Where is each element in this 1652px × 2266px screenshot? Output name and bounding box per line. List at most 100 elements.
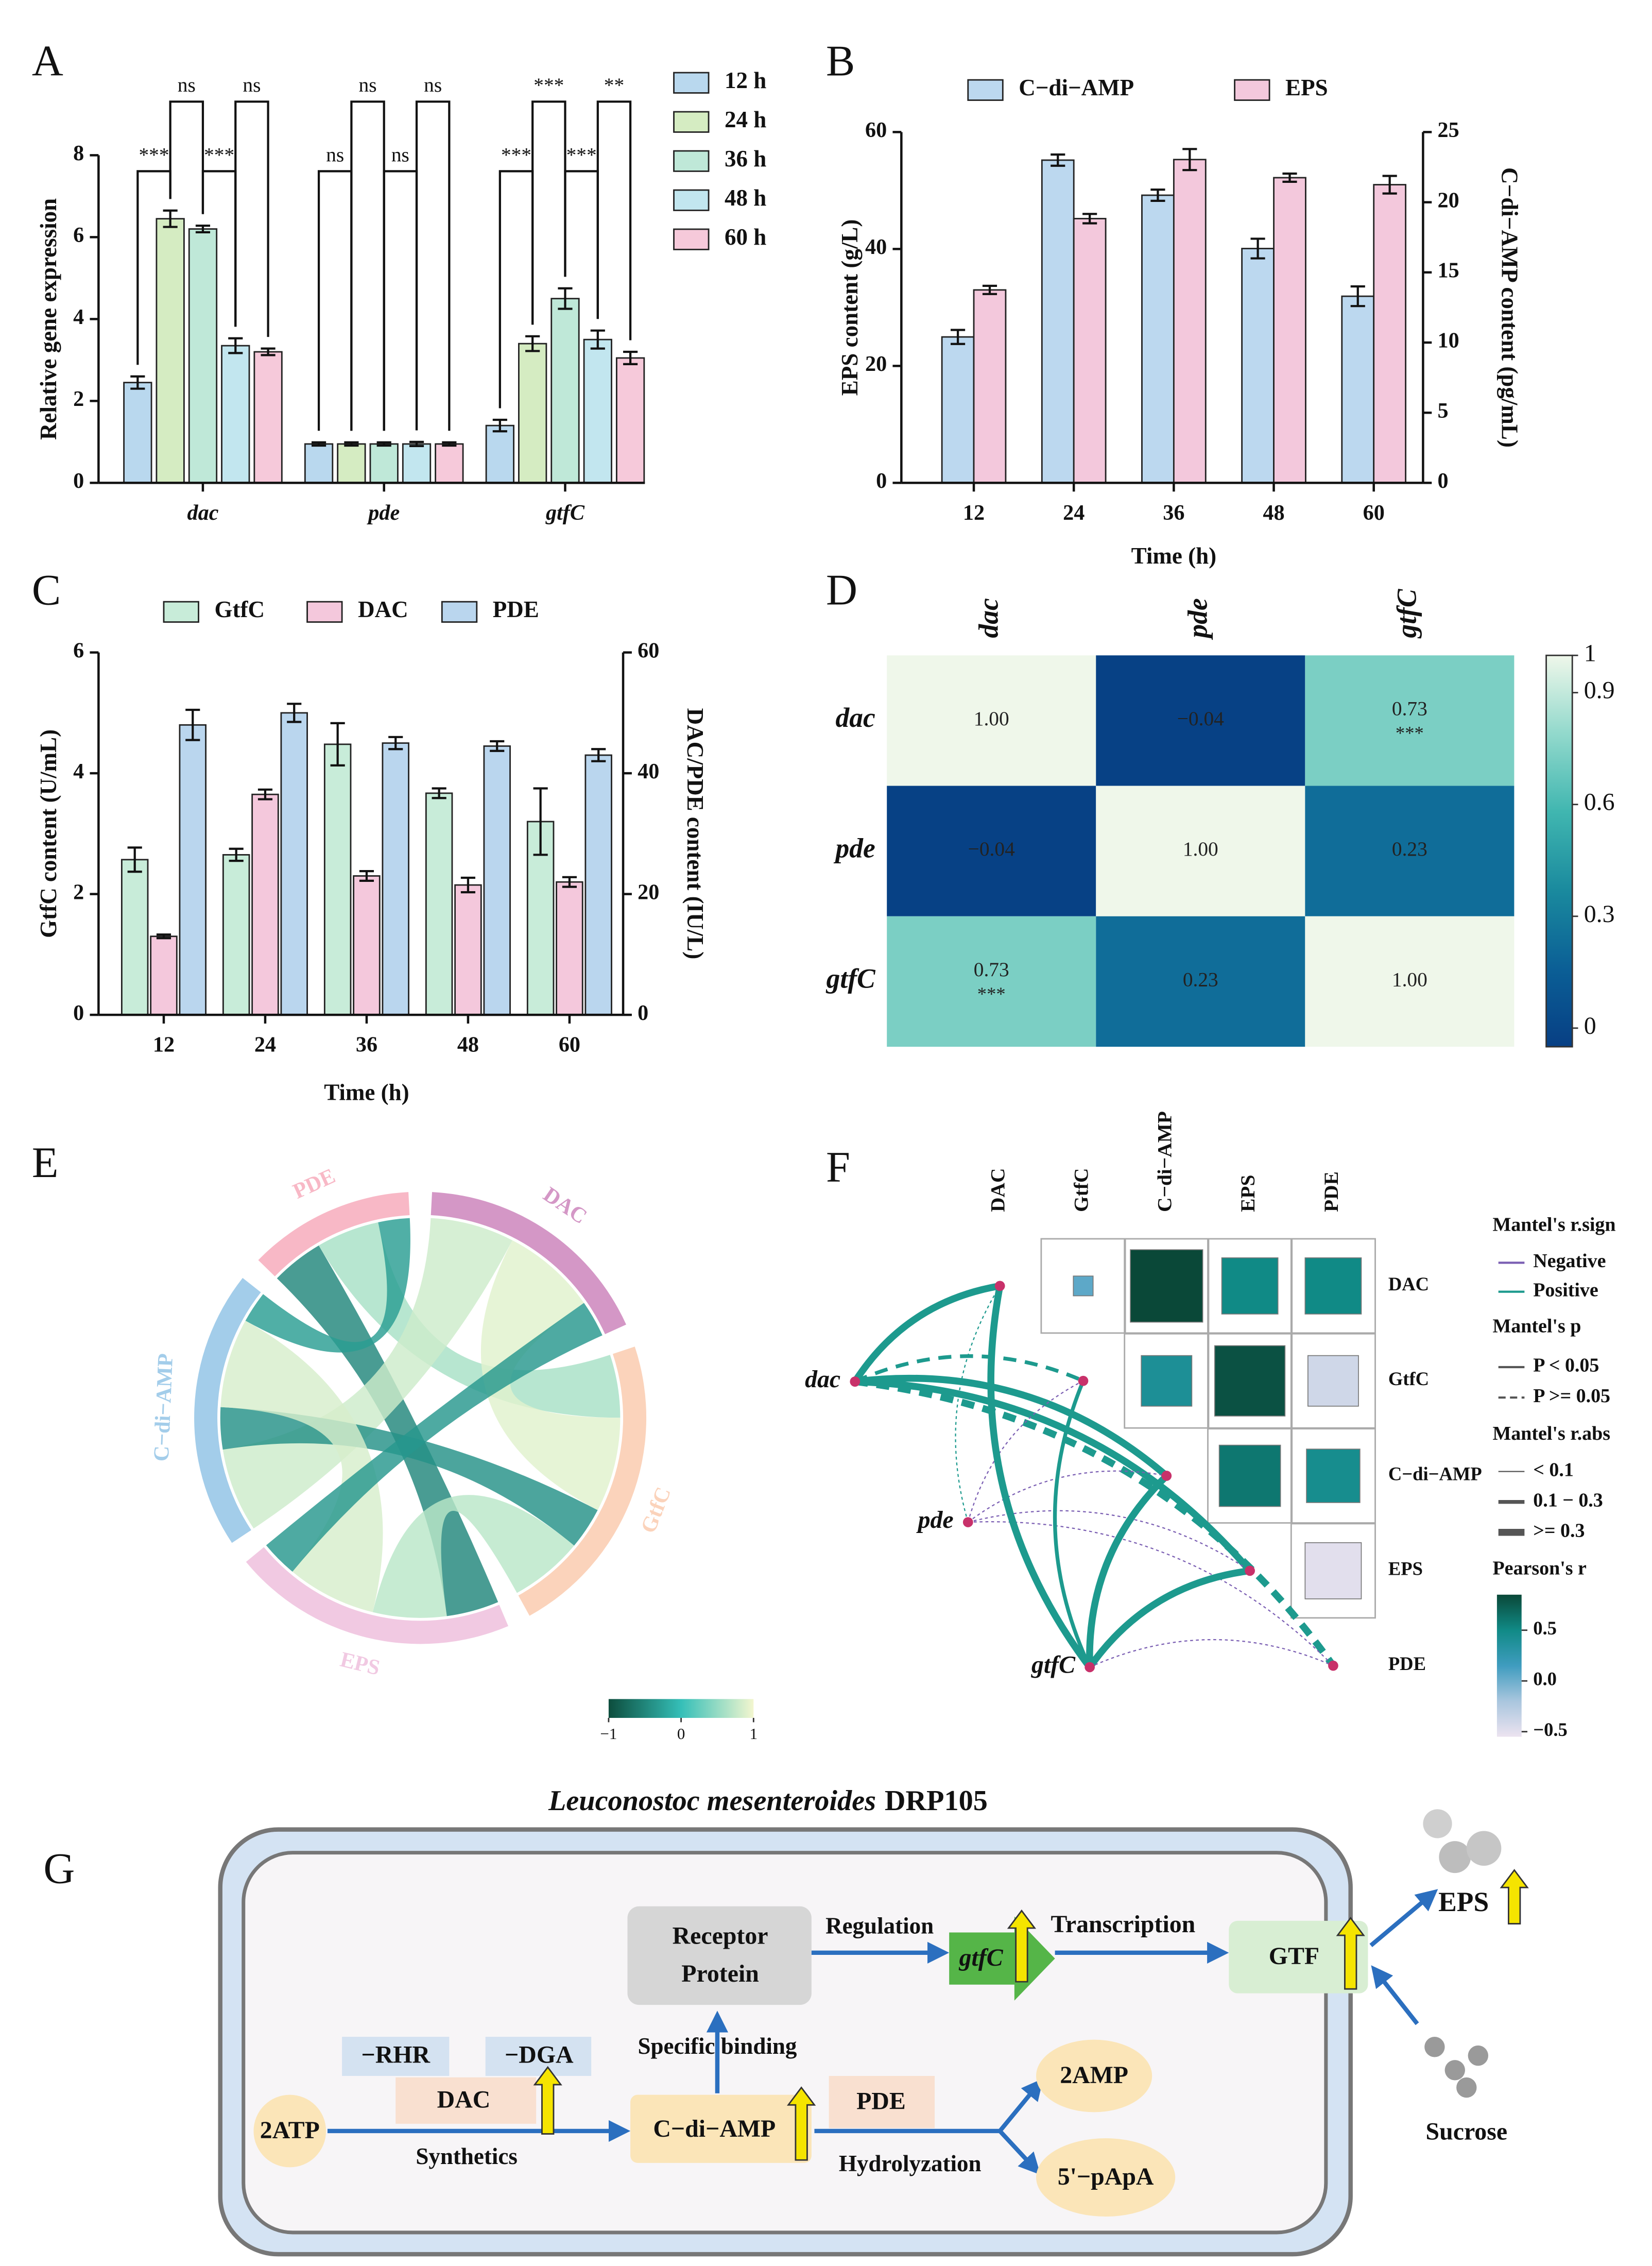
mantel-link [968,1521,1334,1666]
y2-axis-label: DAC/PDE content (IU/L) [682,708,708,960]
bar [156,218,185,484]
error-bar [261,347,276,356]
target-node [994,1281,1005,1291]
heatmap-cell [1096,655,1305,786]
messenger-box [630,2094,812,2163]
correlation-square [1221,1257,1279,1315]
mantel-link [852,1282,1001,1384]
cell-label: 1.00 [1392,968,1427,991]
error-bar [533,787,548,856]
product-label: EPS [1438,1886,1489,1917]
significance-label: *** [534,74,564,96]
error-bar [562,876,577,888]
chord [480,1240,621,1510]
sector [518,1347,647,1616]
bar [584,754,612,1016]
enzyme-label: GTF [1269,1943,1319,1970]
error-bar [156,933,171,940]
correlation-square [1073,1275,1094,1297]
error-bar [330,722,345,767]
x-tick-label: 12 [153,1033,175,1057]
source-node [1085,1662,1095,1673]
row-label: EPS [1388,1558,1423,1579]
bar [221,345,250,484]
error-bar [130,375,145,390]
bar [583,338,612,484]
error-bar [490,740,505,752]
bar [1273,177,1306,484]
y-tick-label: 8 [73,141,84,165]
bar [337,443,366,484]
bar [454,884,482,1016]
row-label: C−di−AMP [1388,1463,1482,1484]
heatmap-cell [1096,786,1305,916]
correlation-square [1306,1449,1361,1503]
y-tick-label: 2 [73,387,84,411]
error-bar [287,703,302,723]
bar [1341,295,1375,484]
source-label: gtfC [1031,1651,1076,1678]
significance-bracket [564,170,599,319]
legend-label: 36 h [725,146,766,172]
legend-swatch [306,601,343,623]
cell-label: 0.73 [974,958,1009,981]
error-bar [359,870,374,882]
x-tick-label: dac [187,501,218,525]
error-bar [185,708,200,741]
error-bar [442,441,457,447]
arrow [1369,1889,1438,1947]
sector [246,1547,509,1644]
domain-box [342,2037,450,2076]
source-label: dac [805,1366,840,1393]
correlation-square [1304,1257,1362,1315]
sector-label: EPS [338,1647,382,1680]
error-bar [525,335,540,352]
x-tick-label: pde [366,501,400,525]
legend-text: Mantel's r.sign [1492,1214,1615,1236]
y2-tick-label: 60 [638,638,659,662]
bar [973,289,1007,484]
domain-label: −RHR [361,2041,430,2068]
bar [382,742,409,1016]
target-node [1078,1375,1089,1386]
hydrolysis-label: Hydrolyzation [839,2151,982,2176]
x-tick-label: 12 [963,501,985,525]
y-tick-label: 40 [865,235,887,259]
error-bar [558,287,573,310]
transcription-label: Transcription [1051,1911,1195,1938]
increase-arrow [1007,1909,1037,1983]
legend-text: >= 0.3 [1533,1520,1585,1541]
enzyme-box [1229,1920,1368,1994]
y-axis-label: EPS content (g/L) [837,219,863,396]
colorbar-tick-label: 1 [750,1725,758,1743]
sector-label: PDE [289,1164,339,1204]
receptor-box [627,1906,812,2005]
bar [253,351,283,484]
chord [318,1222,621,1418]
eps-particle [1439,1841,1471,1873]
error-bar [229,847,244,862]
y2-tick-label: 20 [1438,188,1459,212]
bar [251,793,279,1016]
y2-tick-label: 20 [638,880,659,904]
bar [150,935,178,1016]
legend-swatch [673,150,710,172]
mantel-link [854,1374,1169,1479]
diagram-title: Leuconostoc mesenteroides DRP105 [548,1785,988,1817]
significance-bracket [169,100,204,214]
gene-arrow [949,1916,1055,2001]
colorbar-tick-label: −0.5 [1533,1719,1568,1740]
x-tick-label: 24 [1063,501,1085,525]
panel-label: G [43,1845,75,1893]
row-label: DAC [1388,1273,1429,1294]
chord [220,1407,598,1546]
error-bar [1382,175,1397,195]
legend-label: 12 h [725,67,766,93]
hydrolase-box [829,2076,935,2128]
eps-particle [1423,1809,1452,1838]
row-label: pde [833,832,875,863]
significance-label: *** [204,143,234,166]
y2-tick-label: 15 [1438,258,1459,282]
chord [220,1320,383,1612]
significance-bracket [531,100,566,325]
